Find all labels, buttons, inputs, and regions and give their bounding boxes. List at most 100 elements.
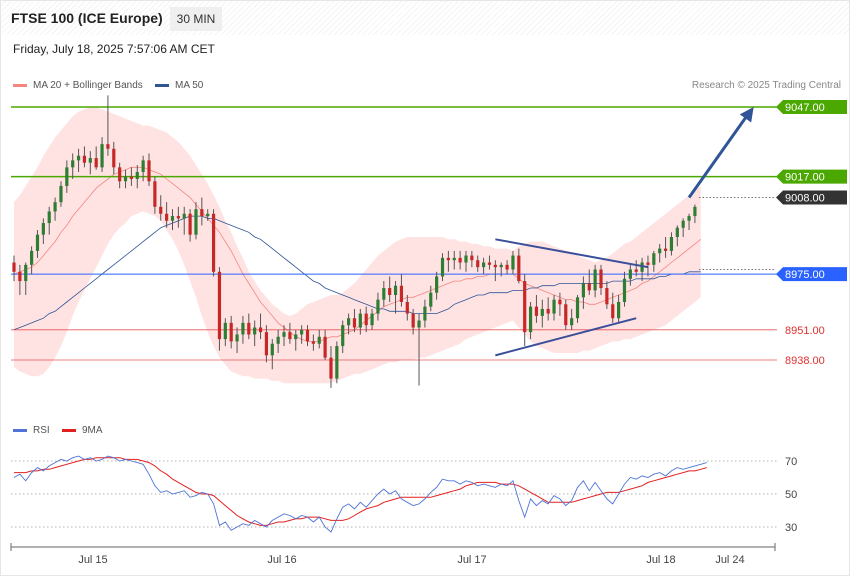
candle-body bbox=[493, 264, 497, 268]
candle-body bbox=[558, 299, 562, 305]
header-band bbox=[1, 1, 849, 35]
candle-body bbox=[59, 185, 63, 203]
legend-9ma-label: 9MA bbox=[82, 425, 103, 436]
level-9008-00-tag bbox=[776, 190, 847, 205]
candle-body bbox=[388, 288, 392, 296]
candle-body bbox=[687, 216, 691, 221]
candle-body bbox=[628, 269, 632, 279]
candle-body bbox=[675, 227, 679, 237]
level-8938-00-label: 8938.00 bbox=[785, 355, 825, 367]
candle-body bbox=[253, 327, 257, 335]
candle-body bbox=[658, 248, 662, 254]
candle-body bbox=[235, 334, 239, 342]
ma50-swatch bbox=[155, 84, 169, 87]
level-9047-00-tag bbox=[776, 100, 847, 114]
candle-body bbox=[335, 346, 339, 379]
trendline-lower bbox=[495, 317, 637, 357]
candle-body bbox=[317, 336, 321, 344]
candle-body bbox=[593, 269, 597, 291]
candle-body bbox=[552, 299, 556, 314]
candle-body bbox=[364, 313, 368, 326]
candle-body bbox=[435, 276, 439, 293]
x-tick-label: Jul 18 bbox=[646, 554, 675, 566]
candle-body bbox=[575, 297, 580, 319]
x-tick-label: Jul 17 bbox=[457, 554, 486, 566]
projection-arrow-head bbox=[739, 107, 754, 123]
candle-body bbox=[294, 334, 298, 340]
candle-body bbox=[399, 285, 404, 302]
candle-body bbox=[581, 283, 585, 298]
candle-body bbox=[411, 313, 415, 328]
candle-body bbox=[282, 332, 286, 337]
level-9017-00-tag bbox=[776, 169, 847, 184]
candle-body bbox=[112, 148, 116, 168]
candle-body bbox=[358, 313, 362, 328]
candle-body bbox=[129, 176, 133, 179]
candle-body bbox=[147, 160, 151, 182]
candle-body bbox=[200, 209, 204, 217]
timeframe-button[interactable]: 30 MIN bbox=[170, 7, 222, 31]
candle-body bbox=[528, 306, 533, 333]
candle-body bbox=[141, 160, 145, 172]
candle-body bbox=[323, 336, 327, 358]
candle-body bbox=[82, 155, 87, 163]
projection-arrow-shaft bbox=[687, 111, 751, 199]
candle-body bbox=[681, 220, 685, 228]
candle-body bbox=[94, 158, 98, 168]
candle-body bbox=[669, 236, 674, 251]
candle-body bbox=[663, 248, 668, 251]
candle-body bbox=[417, 320, 421, 328]
ma20-swatch bbox=[13, 84, 27, 87]
credit: Research © 2025 Trading Central bbox=[691, 80, 841, 91]
candle-body bbox=[229, 322, 233, 342]
candle-body bbox=[482, 262, 486, 268]
candle-body bbox=[241, 322, 245, 335]
level-9017-00-label: 9017.00 bbox=[785, 172, 825, 184]
rsi-line bbox=[13, 455, 707, 533]
level-9047-00-label: 9047.00 bbox=[785, 102, 825, 114]
level-8975-00-tag bbox=[776, 267, 847, 282]
candle-body bbox=[223, 322, 227, 340]
candle-body bbox=[376, 299, 380, 314]
bollinger-band bbox=[14, 107, 701, 384]
candle-body bbox=[634, 269, 638, 272]
candle-body bbox=[194, 209, 198, 235]
candle-body bbox=[311, 341, 315, 344]
candle-body bbox=[423, 306, 427, 321]
candle-body bbox=[305, 329, 310, 342]
candle-body bbox=[24, 264, 28, 282]
candle-body bbox=[540, 308, 544, 316]
candle-body bbox=[440, 257, 445, 277]
candle-body bbox=[452, 257, 456, 261]
candle-body bbox=[346, 318, 351, 326]
rsi-9ma-line bbox=[14, 457, 707, 526]
candle-body bbox=[534, 306, 539, 316]
candle-body bbox=[523, 281, 527, 333]
level-9008-00-label: 9008.00 bbox=[785, 193, 825, 205]
candle-body bbox=[30, 250, 34, 265]
legend-ma50-label: MA 50 bbox=[175, 80, 204, 91]
candle-body bbox=[211, 213, 216, 272]
candle-body bbox=[546, 308, 550, 314]
candle-body bbox=[300, 329, 304, 335]
candle-body bbox=[35, 234, 40, 251]
legend-9ma: 9MA bbox=[62, 425, 103, 436]
ma50-line bbox=[13, 215, 701, 331]
candle-body bbox=[176, 216, 180, 219]
candle-body bbox=[76, 155, 81, 161]
candle-body bbox=[476, 260, 480, 268]
candle-body bbox=[393, 285, 398, 296]
candle-body bbox=[170, 216, 175, 221]
candle-body bbox=[511, 255, 515, 270]
legend-ma20: MA 20 + Bollinger Bands bbox=[13, 80, 143, 91]
candle-body bbox=[123, 176, 128, 182]
candle-body bbox=[258, 327, 263, 333]
candle-body bbox=[329, 357, 333, 379]
candle-body bbox=[41, 223, 45, 235]
candle-body bbox=[564, 304, 568, 326]
candle-body bbox=[587, 283, 591, 291]
candle-body bbox=[270, 343, 274, 356]
trendline-upper bbox=[495, 238, 649, 269]
candle-body bbox=[288, 332, 292, 340]
candle-body bbox=[341, 325, 345, 347]
